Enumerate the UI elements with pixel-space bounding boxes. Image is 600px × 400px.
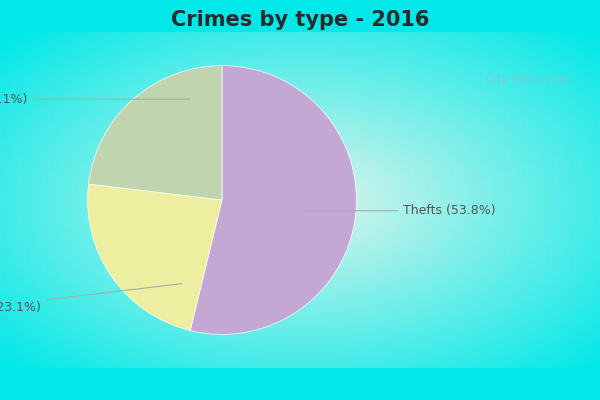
Text: Burglaries (23.1%): Burglaries (23.1%) [0,284,182,314]
Wedge shape [89,66,222,200]
Text: Thefts (53.8%): Thefts (53.8%) [303,204,496,217]
Text: City-Data.com: City-Data.com [485,74,571,86]
Text: Crimes by type - 2016: Crimes by type - 2016 [171,10,429,30]
Text: Auto thefts (23.1%): Auto thefts (23.1%) [0,93,190,106]
Wedge shape [190,66,356,334]
Wedge shape [88,184,222,330]
